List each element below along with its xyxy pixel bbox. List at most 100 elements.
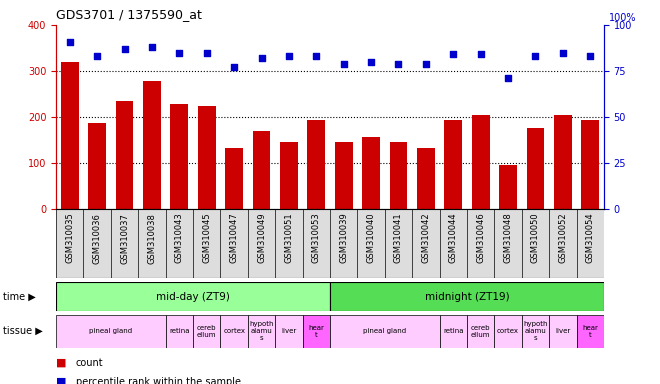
Text: GDS3701 / 1375590_at: GDS3701 / 1375590_at <box>56 8 202 21</box>
Text: GSM310046: GSM310046 <box>476 213 485 263</box>
Text: GSM310048: GSM310048 <box>504 213 513 263</box>
Point <box>393 61 404 67</box>
Bar <box>330 315 440 348</box>
Bar <box>527 128 544 209</box>
Point <box>448 51 459 58</box>
Bar <box>253 131 271 209</box>
Text: GSM310035: GSM310035 <box>65 213 75 263</box>
Bar <box>143 81 161 209</box>
Bar <box>302 315 330 348</box>
Point <box>201 50 212 56</box>
Text: hear
t: hear t <box>308 325 324 338</box>
Text: GSM310039: GSM310039 <box>339 213 348 263</box>
Point <box>119 46 130 52</box>
Bar <box>166 315 193 348</box>
Text: retina: retina <box>443 328 463 334</box>
Bar <box>444 120 462 209</box>
Bar <box>330 282 604 311</box>
Text: liver: liver <box>555 328 570 334</box>
Bar <box>220 315 248 348</box>
Text: GSM310040: GSM310040 <box>366 213 376 263</box>
Bar <box>335 142 352 209</box>
Point <box>174 50 185 56</box>
Bar <box>554 115 572 209</box>
Point <box>339 61 349 67</box>
Point <box>530 53 541 60</box>
Bar <box>248 315 275 348</box>
Text: mid-day (ZT9): mid-day (ZT9) <box>156 291 230 302</box>
Text: GSM310053: GSM310053 <box>312 213 321 263</box>
Text: ■: ■ <box>56 358 67 368</box>
Text: liver: liver <box>281 328 296 334</box>
Point <box>92 53 102 60</box>
Point <box>558 50 568 56</box>
Bar <box>417 148 435 209</box>
Point <box>256 55 267 61</box>
Text: pineal gland: pineal gland <box>363 328 407 334</box>
Bar <box>467 315 494 348</box>
Bar <box>581 120 599 209</box>
Bar <box>170 104 188 209</box>
Text: cereb
ellum: cereb ellum <box>197 325 216 338</box>
Bar <box>280 142 298 209</box>
Bar <box>577 315 604 348</box>
Bar <box>115 101 133 209</box>
Bar <box>440 315 467 348</box>
Text: GSM310052: GSM310052 <box>558 213 568 263</box>
Point <box>366 59 376 65</box>
Bar <box>198 106 216 209</box>
Text: hypoth
alamu
s: hypoth alamu s <box>523 321 548 341</box>
Bar <box>193 315 220 348</box>
Point <box>229 64 240 70</box>
Text: GSM310050: GSM310050 <box>531 213 540 263</box>
Text: hear
t: hear t <box>582 325 598 338</box>
Text: GSM310037: GSM310037 <box>120 213 129 263</box>
Text: GSM310051: GSM310051 <box>284 213 294 263</box>
Text: cortex: cortex <box>497 328 519 334</box>
Text: GSM310045: GSM310045 <box>202 213 211 263</box>
Text: GSM310042: GSM310042 <box>421 213 430 263</box>
Bar <box>56 282 330 311</box>
Text: retina: retina <box>169 328 189 334</box>
Text: percentile rank within the sample: percentile rank within the sample <box>76 377 241 384</box>
Bar <box>472 115 490 209</box>
Text: GSM310049: GSM310049 <box>257 213 266 263</box>
Bar <box>275 315 302 348</box>
Text: GSM310047: GSM310047 <box>230 213 239 263</box>
Point <box>65 38 75 45</box>
Text: count: count <box>76 358 104 368</box>
Text: hypoth
alamu
s: hypoth alamu s <box>249 321 274 341</box>
Text: 100%: 100% <box>609 13 637 23</box>
Bar <box>61 62 79 209</box>
Text: tissue ▶: tissue ▶ <box>3 326 43 336</box>
Point <box>475 51 486 58</box>
Text: cereb
ellum: cereb ellum <box>471 325 490 338</box>
Point <box>284 53 294 60</box>
Text: GSM310054: GSM310054 <box>585 213 595 263</box>
Bar <box>521 315 549 348</box>
Bar <box>225 148 243 209</box>
Bar <box>88 122 106 209</box>
Bar <box>308 120 325 209</box>
Point <box>585 53 595 60</box>
Text: cortex: cortex <box>223 328 245 334</box>
Bar <box>56 315 166 348</box>
Text: GSM310041: GSM310041 <box>394 213 403 263</box>
Point <box>420 61 431 67</box>
Text: GSM310036: GSM310036 <box>92 213 102 263</box>
Text: ■: ■ <box>56 377 67 384</box>
Point <box>311 53 321 60</box>
Point <box>503 75 513 81</box>
Text: time ▶: time ▶ <box>3 291 36 302</box>
Text: midnight (ZT19): midnight (ZT19) <box>424 291 510 302</box>
Text: GSM310044: GSM310044 <box>449 213 458 263</box>
Bar <box>389 142 407 209</box>
Bar <box>499 165 517 209</box>
Point <box>147 44 157 50</box>
Bar <box>494 315 521 348</box>
Bar <box>549 315 577 348</box>
Text: pineal gland: pineal gland <box>89 328 133 334</box>
Text: GSM310043: GSM310043 <box>175 213 184 263</box>
Bar <box>362 137 380 209</box>
Text: GSM310038: GSM310038 <box>147 213 156 263</box>
